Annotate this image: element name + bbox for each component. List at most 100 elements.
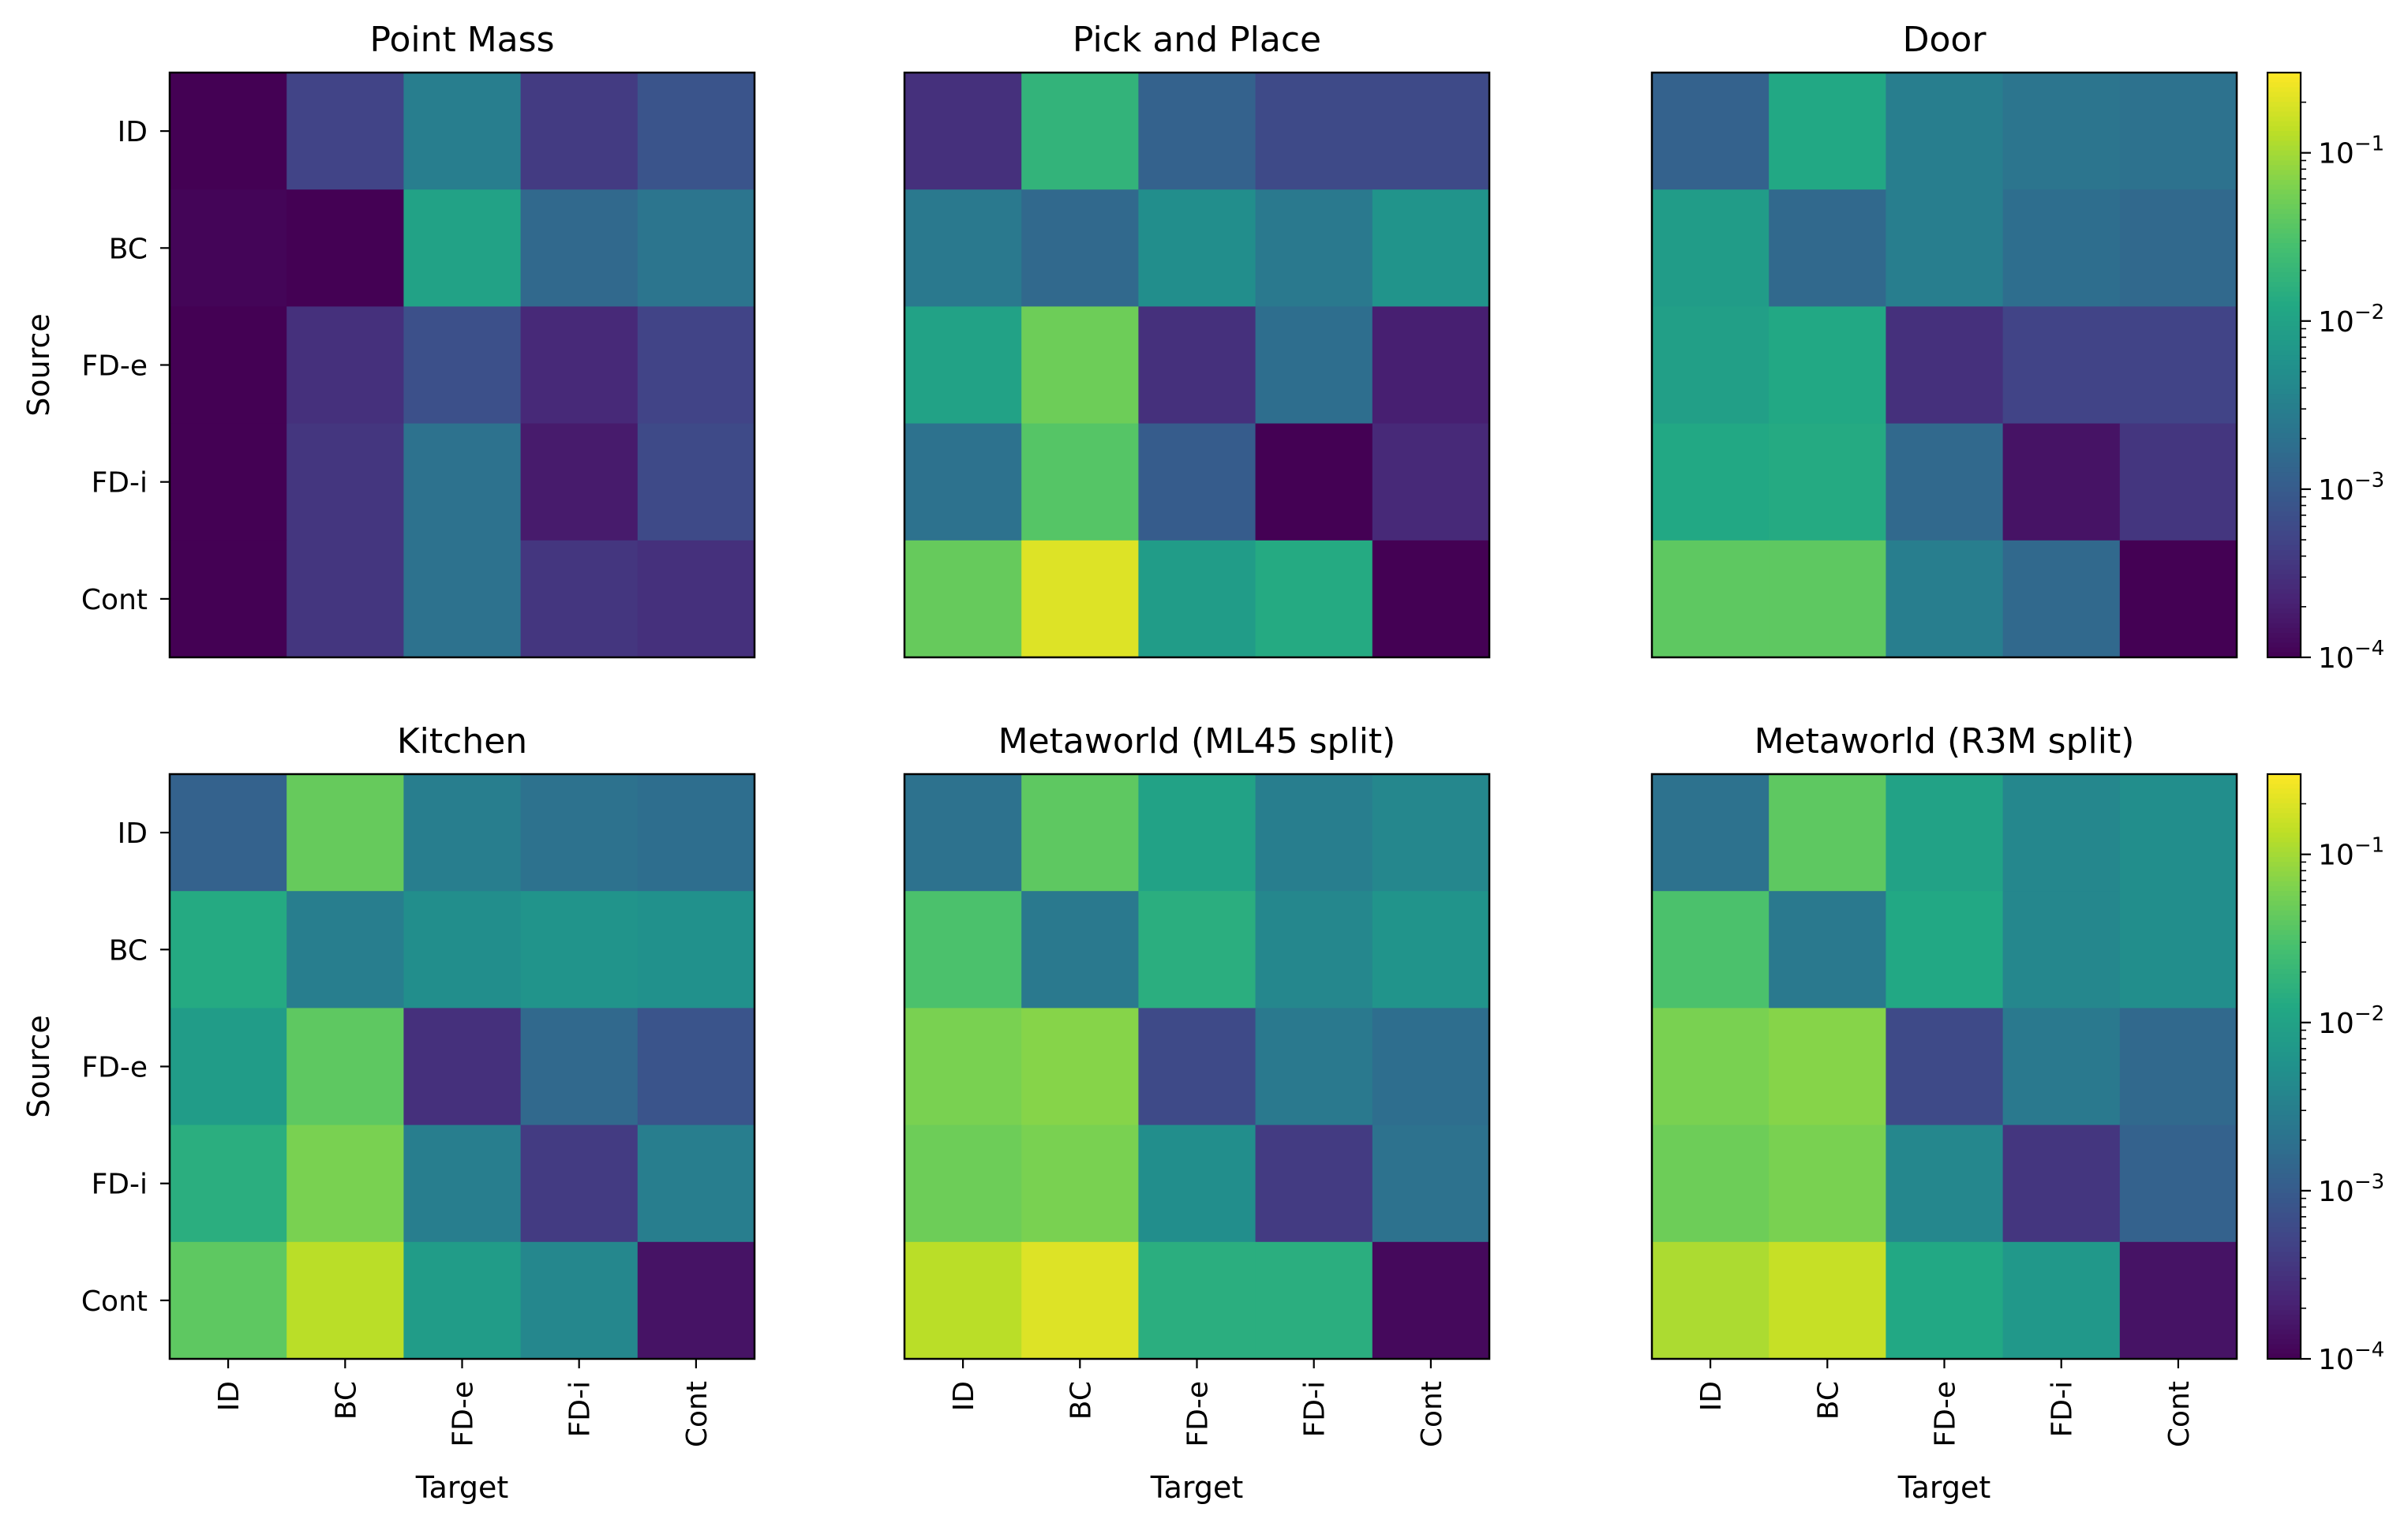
heatmap-cell-door-r0-c1 — [1769, 73, 1886, 190]
colorbar-gradient-step — [2268, 627, 2301, 634]
heatmap-cell-pick-and-place-r4-c0 — [904, 540, 1022, 658]
colorbar-gradient-step — [2268, 496, 2301, 502]
x-tick-label: BC — [1065, 1381, 1097, 1420]
colorbar-gradient-step — [2268, 1012, 2301, 1019]
heatmap-cell-kitchen-r3-c1 — [286, 1124, 404, 1243]
colorbar-frame — [2266, 71, 2302, 659]
heatmap-cell-kitchen-r1-c2 — [403, 891, 522, 1008]
colorbar-gradient-step — [2268, 930, 2301, 936]
colorbar-gradient-step — [2268, 1032, 2301, 1038]
heatmap-cell-door-r0-c3 — [2002, 73, 2121, 190]
colorbar-gradient-step — [2268, 1164, 2301, 1169]
x-tick-label: FD-e — [1930, 1381, 1962, 1447]
colorbar-gradient-step — [2268, 355, 2301, 361]
colorbar-gradient-step — [2268, 1173, 2301, 1180]
colorbar-gradient-step — [2268, 223, 2301, 230]
colorbar-gradient-step — [2268, 1256, 2301, 1263]
colorbar-gradient-step — [2268, 432, 2301, 439]
colorbar-gradient-step — [2268, 945, 2301, 950]
colorbar-gradient-step — [2268, 248, 2301, 254]
heatmap-cell-kitchen-r4-c2 — [403, 1241, 522, 1360]
colorbar-tick-label: 10−3 — [2318, 1170, 2384, 1208]
colorbar-gradient-step — [2268, 399, 2301, 405]
colorbar-gradient-step — [2268, 550, 2301, 556]
colorbar-gradient-step — [2268, 272, 2301, 278]
y-tick-label: FD-i — [92, 467, 148, 500]
colorbar-gradient-step — [2268, 1329, 2301, 1335]
colorbar-gradient-step — [2268, 530, 2301, 537]
x-axis-label: Target — [1150, 1470, 1244, 1505]
colorbar-gradient-step — [2268, 111, 2301, 118]
heatmap-cell-kitchen-r1-c3 — [520, 891, 639, 1008]
colorbar-gradient-step — [2268, 345, 2301, 351]
colorbar-tick-base: 10 — [2318, 306, 2354, 339]
colorbar-gradient-step — [2268, 1198, 2301, 1203]
colorbar-gradient-step — [2268, 1310, 2301, 1316]
colorbar-gradient-step — [2268, 891, 2301, 896]
heatmap-cell-point-mass-r4-c3 — [520, 540, 639, 658]
colorbar-gradient-step — [2268, 925, 2301, 931]
heatmap-cell-door-r0-c4 — [2119, 73, 2238, 190]
y-tick-label: Cont — [81, 584, 148, 616]
colorbar-gradient-step — [2268, 165, 2301, 171]
x-tick-label: FD-i — [1299, 1381, 1331, 1437]
colorbar-gradient-step — [2268, 179, 2301, 185]
colorbar-gradient-step — [2268, 593, 2301, 600]
colorbar-gradient-step — [2268, 969, 2301, 975]
heatmap-cell-kitchen-r4-c3 — [520, 1241, 639, 1360]
colorbar-gradient-step — [2268, 208, 2301, 215]
heatmap-panel-door: Door — [1650, 20, 2238, 659]
colorbar-gradient-step — [2268, 998, 2301, 1004]
panel-title: Metaworld (ML45 split) — [998, 721, 1396, 762]
colorbar-gradient-step — [2268, 199, 2301, 205]
heatmap-cell-point-mass-r3-c1 — [286, 423, 404, 541]
heatmap-cell-point-mass-r2-c2 — [403, 306, 522, 425]
heatmap-cell-pick-and-place-r4-c4 — [1372, 540, 1490, 658]
heatmap-cell-kitchen-r2-c1 — [286, 1008, 404, 1126]
colorbar-gradient-step — [2268, 900, 2301, 907]
x-tick-label: Cont — [681, 1381, 713, 1447]
colorbar-gradient-step — [2268, 145, 2301, 152]
colorbar-gradient-step — [2268, 1178, 2301, 1184]
heatmap-cell-pick-and-place-r1-c1 — [1021, 189, 1139, 307]
heatmap-cell-metaworld-r3m-split-r1-c4 — [2119, 891, 2238, 1008]
colorbar-gradient-step — [2268, 1285, 2301, 1292]
colorbar-gradient-step — [2268, 623, 2301, 629]
colorbar-gradient-step — [2268, 1110, 2301, 1116]
colorbar-tick-base: 10 — [2318, 1344, 2354, 1376]
colorbar-gradient-step — [2268, 102, 2301, 107]
colorbar-gradient-step — [2268, 374, 2301, 380]
colorbar-gradient-step — [2268, 842, 2301, 848]
colorbar-tick-label: 10−2 — [2318, 301, 2384, 339]
colorbar-gradient-step — [2268, 837, 2301, 844]
colorbar-gradient-step — [2268, 262, 2301, 268]
colorbar-gradient-step — [2268, 257, 2301, 264]
colorbar-gradient-step — [2268, 886, 2301, 892]
colorbar-gradient-step — [2268, 472, 2301, 478]
heatmap-cell-kitchen-r0-c4 — [637, 774, 755, 892]
colorbar-gradient-step — [2268, 1300, 2301, 1306]
colorbar-gradient-step — [2268, 1241, 2301, 1248]
panel-title: Point Mass — [369, 20, 554, 60]
colorbar-gradient-step — [2268, 214, 2301, 219]
colorbar-gradient-step — [2268, 277, 2301, 283]
colorbar-gradient-step — [2268, 1139, 2301, 1145]
colorbar-gradient-step — [2268, 934, 2301, 941]
colorbar-gradient-step — [2268, 96, 2301, 103]
colorbar-tick-label: 10−2 — [2318, 1002, 2384, 1040]
colorbar-gradient-step — [2268, 544, 2301, 551]
colorbar-gradient-step — [2268, 1066, 2301, 1072]
colorbar-gradient-step — [2268, 384, 2301, 390]
heatmap-cell-metaworld-r3m-split-r0-c0 — [1652, 774, 1769, 892]
heatmap-cell-door-r3-c2 — [1886, 423, 2004, 541]
heatmap-cell-metaworld-ml45-split-r3-c2 — [1138, 1124, 1256, 1243]
colorbar-gradient-step — [2268, 340, 2301, 346]
heatmap-cell-metaworld-r3m-split-r0-c1 — [1769, 774, 1886, 892]
colorbar-gradient-step — [2268, 974, 2301, 979]
x-tick-label: Cont — [1416, 1381, 1448, 1447]
heatmap-cell-kitchen-r1-c1 — [286, 891, 404, 1008]
heatmap-cell-metaworld-ml45-split-r1-c0 — [904, 891, 1022, 1008]
colorbar-gradient-step — [2268, 467, 2301, 473]
colorbar-tick-base: 10 — [2318, 474, 2354, 507]
